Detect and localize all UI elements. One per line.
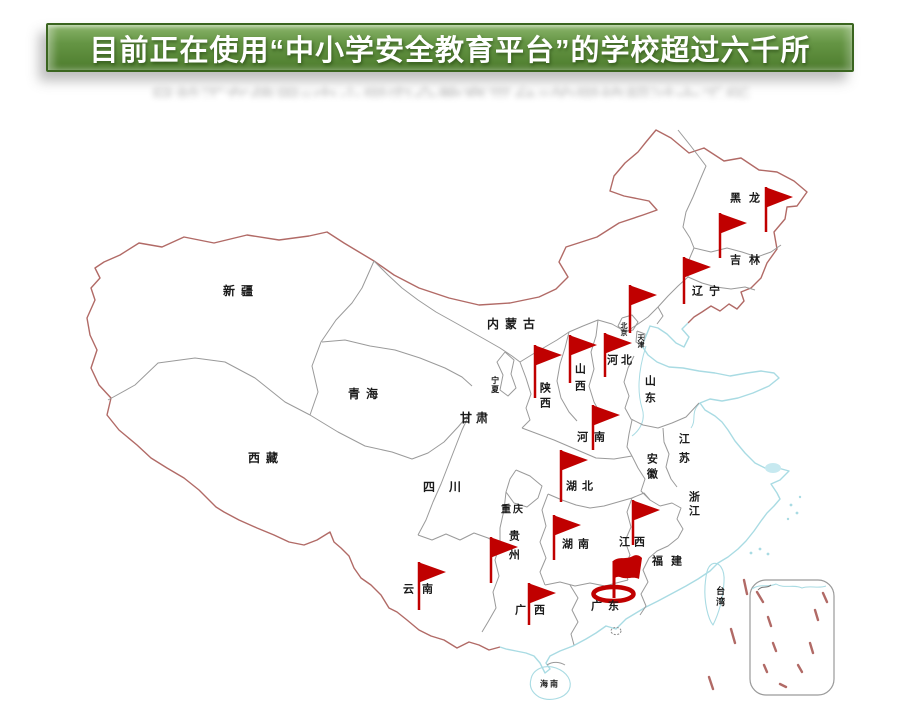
flag-shaanxi: [533, 345, 562, 398]
flag-guizhou: [489, 537, 518, 583]
flag-shanxi: [568, 335, 597, 383]
flag-beijing: [628, 285, 657, 333]
south-china-sea-inset: [749, 579, 835, 696]
flag-hebei: [603, 333, 632, 377]
guangdong-flag-marker: [591, 555, 642, 604]
flag-yunnan: [417, 562, 446, 610]
flags-layer: [417, 187, 793, 625]
flag-heilongjiang-east: [764, 187, 793, 232]
rivers: [631, 345, 701, 437]
hainan-island: [529, 666, 571, 700]
hongkong-macau-circle: [610, 626, 622, 636]
taiwan-island: [704, 562, 725, 626]
flag-guangxi: [527, 583, 556, 625]
inset-box: [749, 579, 835, 696]
flag-henan: [591, 405, 620, 450]
flag-heilongjiang-west: [718, 213, 747, 258]
province-borders: [107, 129, 782, 666]
flag-jiangxi: [631, 500, 660, 545]
banner: 目前正在使用“中小学安全教育平台”的学校超过六千所: [46, 23, 854, 72]
flag-hunan: [552, 515, 581, 560]
nine-dash-line: [755, 590, 829, 689]
guangdong-wavy-flag: [613, 555, 642, 579]
coastal-islands: [749, 495, 802, 556]
banner-title: 目前正在使用“中小学安全教育平台”的学校超过六千所: [89, 34, 811, 67]
flag-hubei: [559, 450, 588, 502]
coastline: [499, 322, 790, 674]
china-national-border: [86, 129, 808, 651]
offshore-dash-marks: [707, 578, 749, 691]
flag-liaoning: [682, 257, 711, 304]
taihu-lake: [765, 463, 781, 473]
